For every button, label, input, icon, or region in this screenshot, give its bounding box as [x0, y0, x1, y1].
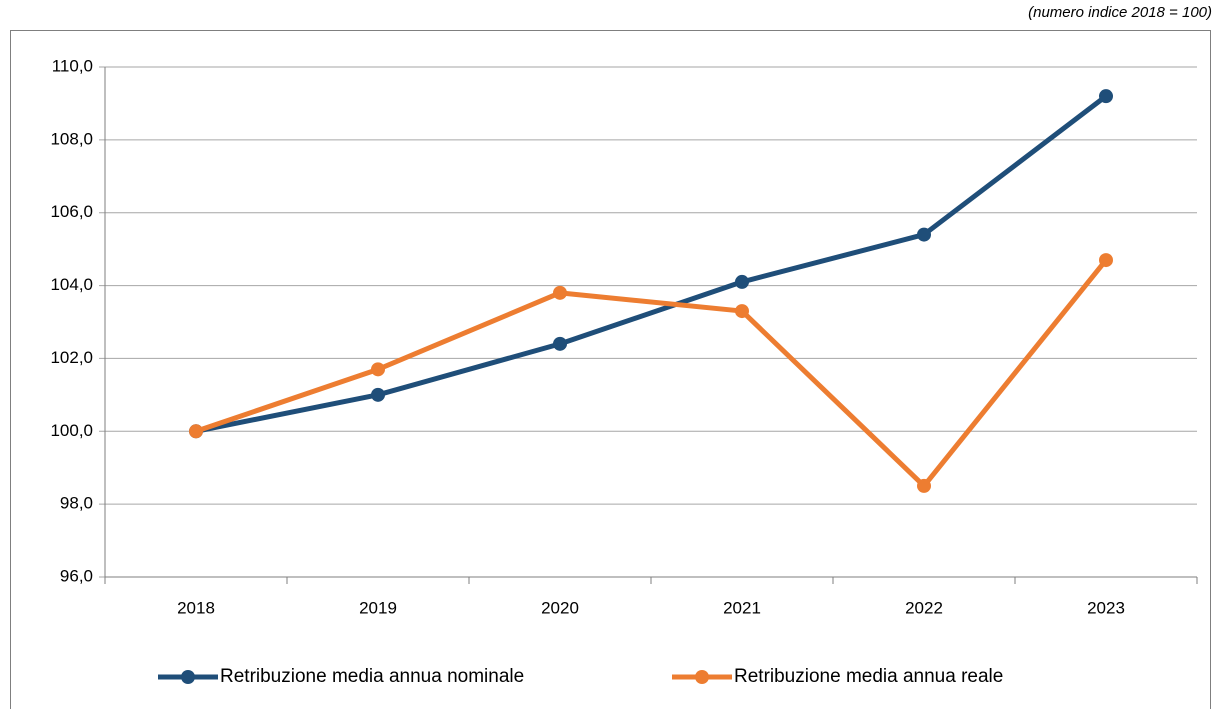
legend-marker	[181, 670, 195, 684]
legend-label: Retribuzione media annua reale	[734, 666, 1003, 687]
y-tick-label: 96,0	[60, 566, 93, 585]
data-point	[371, 362, 385, 377]
y-tick-label: 102,0	[50, 348, 93, 367]
data-point	[371, 387, 385, 402]
x-tick-label: 2021	[723, 598, 761, 617]
x-tick-label: 2018	[177, 598, 215, 617]
data-point	[735, 304, 749, 319]
x-tick-label: 2020	[541, 598, 579, 617]
data-point	[189, 424, 203, 439]
data-point	[917, 227, 931, 242]
data-point	[1099, 253, 1113, 268]
chart-subtitle: (numero indice 2018 = 100)	[1028, 4, 1212, 21]
y-tick-label: 100,0	[50, 421, 93, 440]
legend-label: Retribuzione media annua nominale	[220, 666, 524, 687]
y-tick-label: 98,0	[60, 494, 93, 513]
y-tick-label: 106,0	[50, 202, 93, 221]
series-line	[195, 258, 1108, 489]
data-point	[917, 478, 931, 493]
series-line	[195, 94, 1108, 434]
x-tick-label: 2022	[905, 598, 943, 617]
y-tick-label: 104,0	[50, 275, 93, 294]
data-point	[1099, 89, 1113, 104]
legend-marker	[695, 670, 709, 684]
x-tick-label: 2019	[359, 598, 397, 617]
x-tick-label: 2023	[1087, 598, 1125, 617]
data-point	[553, 336, 567, 351]
chart-border	[10, 30, 1211, 709]
data-point	[735, 274, 749, 289]
data-point	[553, 285, 567, 300]
y-tick-label: 110,0	[52, 56, 93, 75]
y-tick-label: 108,0	[50, 129, 93, 148]
